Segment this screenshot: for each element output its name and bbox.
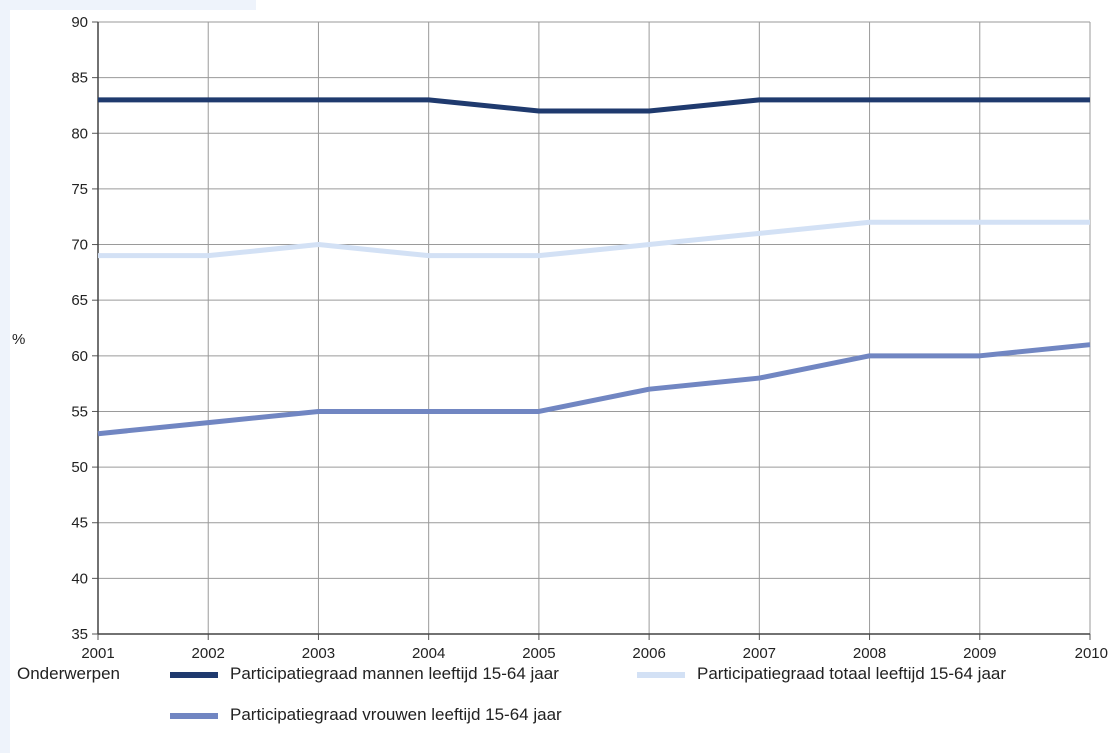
legend-label-3: Participatiegraad vrouwen leeftijd 15-64… <box>230 705 562 724</box>
x-tick-label: 2006 <box>632 645 665 662</box>
y-tick-label: 75 <box>71 181 88 198</box>
y-tick-label: 60 <box>71 348 88 365</box>
y-tick-label: 55 <box>71 403 88 420</box>
series-lines <box>97 97 1091 437</box>
legend-swatch-3 <box>170 713 218 719</box>
legend-label-2: Participatiegraad totaal leeftijd 15-64 … <box>697 664 1006 683</box>
top-background-strip <box>0 0 256 10</box>
legend-label-1: Participatiegraad mannen leeftijd 15-64 … <box>230 664 559 683</box>
x-tick-label: 2003 <box>302 645 335 662</box>
x-tick-label: 2007 <box>743 645 776 662</box>
axes: 35 40 45 50 55 60 65 70 75 80 85 90 2001 2002 2003 2004… <box>71 14 1108 662</box>
legend-swatch-2 <box>637 672 685 678</box>
y-axis-label: % <box>12 331 25 348</box>
y-tick-label: 50 <box>71 459 88 476</box>
x-tick-label: 2002 <box>192 645 225 662</box>
x-tick-label: 2001 <box>81 645 114 662</box>
legend-title: Onderwerpen <box>17 664 120 683</box>
y-tick-label: 80 <box>71 125 88 142</box>
y-tick-label: 35 <box>71 626 88 643</box>
y-tick-label: 40 <box>71 570 88 587</box>
series-line-2 <box>98 219 1090 259</box>
x-tick-label: 2004 <box>412 645 445 662</box>
legend-swatch-1 <box>170 672 218 678</box>
series-line-3 <box>97 342 1091 437</box>
x-tick-label: 2008 <box>853 645 886 662</box>
y-tick-label: 90 <box>71 14 88 31</box>
legend: Onderwerpen Participatiegraad mannen lee… <box>17 664 1006 724</box>
y-tick-label: 85 <box>71 70 88 87</box>
x-tick-label: 2010 <box>1075 645 1108 662</box>
x-tick-label: 2009 <box>963 645 996 662</box>
plot-area <box>98 22 1090 634</box>
series-line-1 <box>98 97 1090 114</box>
y-tick-label: 65 <box>71 292 88 309</box>
y-tick-label: 45 <box>71 515 88 532</box>
y-tick-label: 70 <box>71 237 88 254</box>
x-tick-label: 2005 <box>522 645 555 662</box>
left-background-strip <box>0 0 10 753</box>
